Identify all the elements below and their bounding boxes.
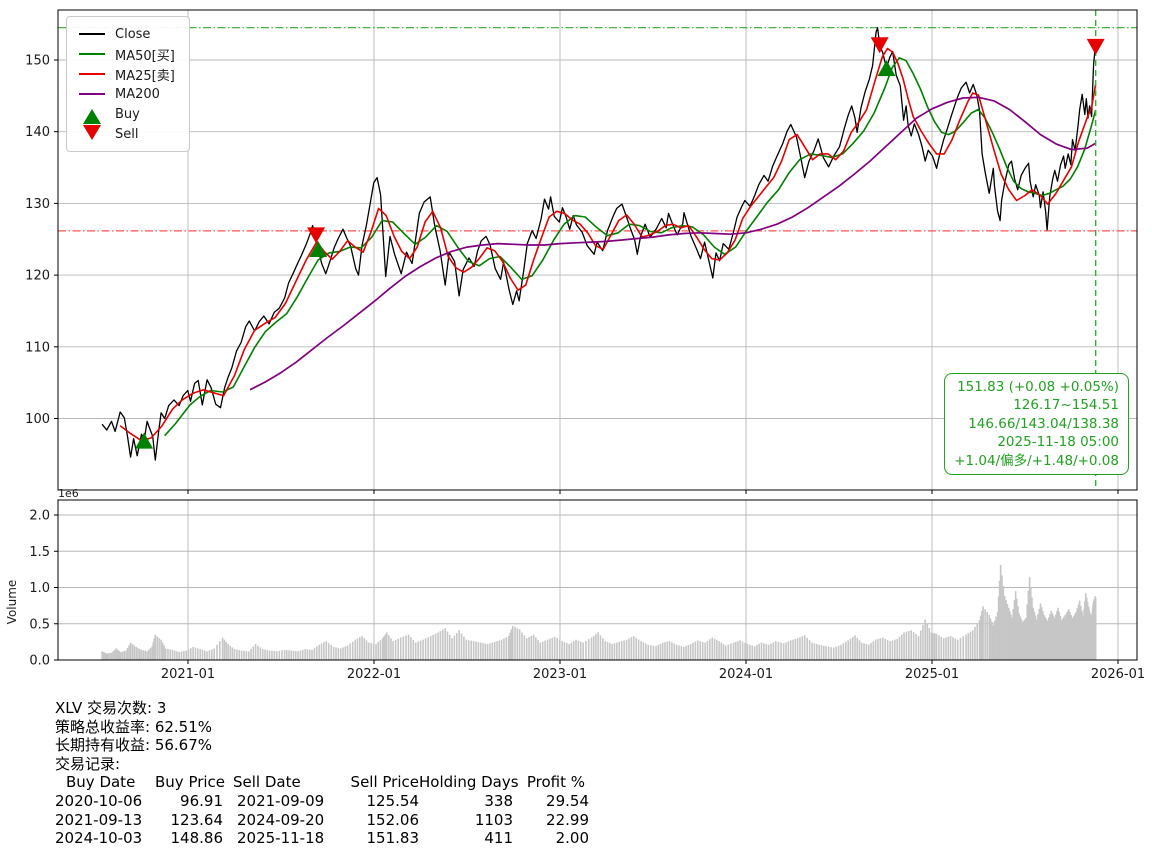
strategy-summary: XLV 交易次数: 3 策略总收益率: 62.51% 长期持有收益: 56.67… bbox=[55, 699, 589, 848]
trade-cell: 2.00 bbox=[555, 829, 589, 848]
legend-item-close: Close bbox=[77, 24, 175, 44]
col-sell-price: Sell Price bbox=[350, 773, 419, 792]
ma25-line bbox=[119, 47, 1097, 442]
annotation-signal-line: +1.04/偏多/+1.48/+0.08 bbox=[954, 452, 1119, 469]
sell-marker bbox=[1086, 38, 1105, 55]
buy-hold-return: 长期持有收益: 56.67% bbox=[55, 736, 213, 755]
axis-tick-label: 120 bbox=[25, 269, 50, 284]
legend-item-buy: Buy bbox=[77, 104, 175, 124]
legend-line-swatch bbox=[77, 33, 107, 35]
trade-markers bbox=[135, 37, 1105, 449]
reference-lines bbox=[58, 27, 1137, 232]
trade-row: 2024-10-03 148.86 2025-11-18 151.83 411 2.00 bbox=[55, 829, 589, 848]
trade-cell: 338 bbox=[484, 791, 513, 810]
legend-line-swatch bbox=[77, 53, 107, 55]
axis-tick-label: Volume bbox=[5, 580, 19, 625]
axis-tick-label: 1e6 bbox=[58, 487, 79, 500]
trade-cell: 2024-09-20 bbox=[237, 810, 325, 829]
legend-item-ma200: MA200 bbox=[77, 84, 175, 104]
col-profit-pct: Profit % bbox=[526, 773, 585, 792]
legend-line-swatch bbox=[77, 93, 107, 95]
legend-item-sell: Sell bbox=[77, 124, 175, 144]
axis-tick-label: 110 bbox=[25, 340, 50, 355]
trade-cell: 29.54 bbox=[546, 791, 589, 810]
ma200-line bbox=[249, 96, 1097, 391]
axis-tick-label: 1.5 bbox=[29, 545, 50, 560]
axis-tick-label: 2026-01 bbox=[1091, 667, 1145, 682]
trade-cell: 2021-09-13 bbox=[55, 810, 143, 829]
legend-label: MA200 bbox=[115, 86, 160, 102]
sell-marker bbox=[307, 227, 326, 244]
axis-tick-label: 2022-01 bbox=[347, 667, 401, 682]
records-label: 交易记录: bbox=[55, 754, 121, 773]
buy-triangle-icon bbox=[77, 108, 107, 124]
legend: Close MA50[买] MA25[卖] MA200 Buy Sell bbox=[66, 16, 190, 152]
axis-tick-label: 150 bbox=[25, 54, 50, 69]
trade-cell: 151.83 bbox=[366, 829, 420, 848]
trade-cell: 96.91 bbox=[180, 791, 223, 810]
trade-cell: 2024-10-03 bbox=[55, 829, 143, 848]
buy-marker bbox=[309, 241, 328, 258]
annotation-range-line: 126.17~154.51 bbox=[1013, 397, 1119, 414]
axis-tick-label: 130 bbox=[25, 197, 50, 212]
strategy-return: 策略总收益率: 62.51% bbox=[55, 717, 213, 736]
price-series bbox=[101, 27, 1097, 461]
buy-marker bbox=[877, 60, 896, 77]
legend-label: Close bbox=[115, 26, 151, 42]
annotation-date-line: 2025-11-18 05:00 bbox=[997, 434, 1119, 451]
legend-item-ma25: MA25[卖] bbox=[77, 64, 175, 84]
col-buy-price: Buy Price bbox=[155, 773, 226, 792]
trade-cell: 152.06 bbox=[366, 810, 420, 829]
axis-tick-label: 2.0 bbox=[29, 509, 50, 524]
col-holding-days: Holding Days bbox=[419, 773, 519, 792]
trades-table-header: Buy Date Buy Price Sell Date Sell Price … bbox=[55, 773, 589, 792]
quote-annotation-box: 151.83 (+0.08 +0.05%) 126.17~154.51 146.… bbox=[944, 373, 1129, 476]
legend-label: Sell bbox=[115, 126, 139, 142]
axis-tick-label: 100 bbox=[25, 412, 50, 427]
axis-tick-label: 1.0 bbox=[29, 581, 50, 596]
volume-bars bbox=[101, 565, 1097, 660]
trade-row: 2020-10-06 96.91 2021-09-09 125.54 338 29.54 bbox=[55, 792, 589, 811]
axis-tick-label: 2023-01 bbox=[533, 667, 587, 682]
trade-row: 2021-09-13 123.64 2024-09-20 152.06 1103 22.9… bbox=[55, 811, 589, 830]
axis-tick-label: 2025-01 bbox=[905, 667, 959, 682]
axis-ticks-labels: 100 110 120 130 140 150 0.0 0.5 1.0 1.5 2.0 2021-01… bbox=[5, 54, 1145, 683]
trade-cell: 2020-10-06 bbox=[55, 791, 143, 810]
trade-cell: 411 bbox=[484, 829, 513, 848]
trade-cell: 1103 bbox=[474, 810, 513, 829]
legend-label: Buy bbox=[115, 106, 140, 122]
buy-marker bbox=[135, 432, 154, 449]
col-sell-date: Sell Date bbox=[233, 773, 301, 792]
annotation-price-line: 151.83 (+0.08 +0.05%) bbox=[957, 379, 1119, 395]
axis-tick-label: 0.5 bbox=[29, 617, 50, 632]
axes-frames bbox=[57, 9, 1138, 661]
annotation-ma-line: 146.66/143.04/138.38 bbox=[968, 415, 1119, 432]
grid-lines bbox=[58, 10, 1137, 661]
sell-marker bbox=[870, 37, 889, 54]
axis-tick-label: 2021-01 bbox=[161, 667, 215, 682]
trade-cell: 2021-09-09 bbox=[237, 791, 325, 810]
axis-tick-label: 140 bbox=[25, 125, 50, 140]
trade-cell: 123.64 bbox=[170, 810, 224, 829]
chart-canvas: 100 110 120 130 140 150 0.0 0.5 1.0 1.5 2.0 2021-01… bbox=[5, 9, 1145, 683]
col-buy-date: Buy Date bbox=[66, 773, 136, 792]
trade-cell: 2025-11-18 bbox=[237, 829, 325, 848]
legend-line-swatch bbox=[77, 73, 107, 75]
trades-table: Buy Date Buy Price Sell Date Sell Price … bbox=[55, 773, 589, 847]
trade-cell: 22.99 bbox=[546, 810, 589, 829]
legend-item-ma50: MA50[买] bbox=[77, 44, 175, 64]
axis-tick-label: 0.0 bbox=[29, 654, 50, 669]
sell-triangle-icon bbox=[77, 124, 107, 140]
trades-count: XLV 交易次数: 3 bbox=[55, 699, 167, 717]
legend-label: MA50[买] bbox=[115, 48, 175, 64]
legend-label: MA25[卖] bbox=[115, 68, 175, 84]
axis-tick-label: 2024-01 bbox=[719, 667, 773, 682]
trade-cell: 125.54 bbox=[366, 791, 420, 810]
trade-cell: 148.86 bbox=[170, 829, 224, 848]
